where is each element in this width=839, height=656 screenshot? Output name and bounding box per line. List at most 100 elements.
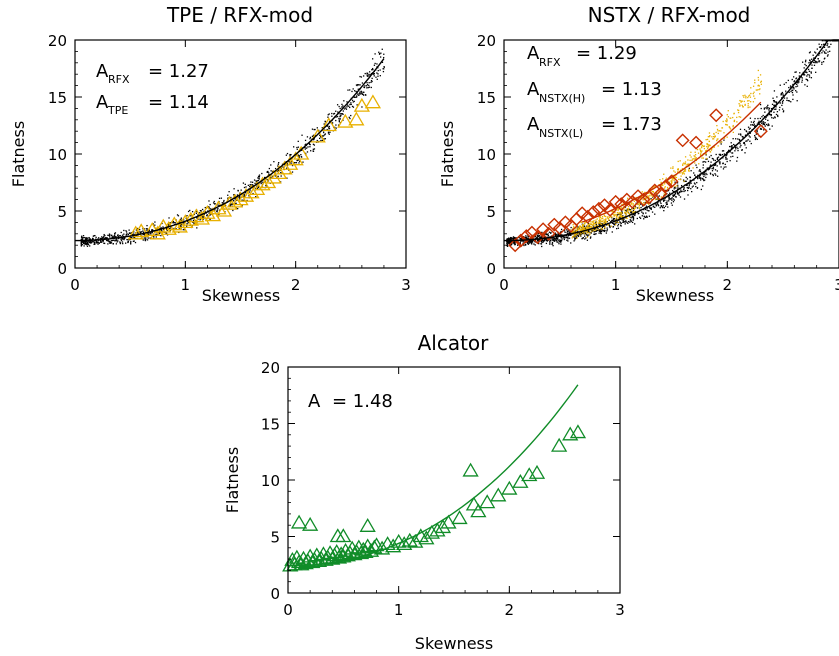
data-point: [257, 177, 259, 179]
data-point: [664, 186, 666, 188]
marks-layer: [282, 384, 587, 572]
data-point: [263, 176, 266, 179]
data-point: [314, 128, 316, 131]
data-point: [567, 238, 569, 240]
data-point: [783, 97, 786, 99]
data-point: [709, 173, 712, 175]
data-point: [598, 223, 600, 225]
data-point: [573, 240, 575, 242]
data-point: [593, 231, 595, 233]
data-point: [748, 94, 751, 96]
data-point: [677, 169, 679, 171]
data-point: [586, 236, 589, 238]
data-point: [365, 85, 368, 87]
data-point: [528, 242, 530, 244]
data-point: [284, 164, 286, 166]
data-point: [347, 89, 349, 91]
data-point: [731, 145, 733, 147]
data-point: [659, 201, 662, 203]
triangle-marker: [429, 522, 446, 537]
triangle-marker: [350, 539, 367, 554]
data-point: [750, 124, 752, 126]
data-point: [233, 194, 235, 196]
diamond-marker: [597, 198, 612, 213]
diamond-marker: [689, 135, 704, 150]
data-point: [587, 231, 589, 234]
data-point: [589, 237, 592, 239]
data-point: [129, 232, 132, 234]
data-point: [705, 154, 707, 156]
annotation-base: A: [96, 61, 109, 82]
data-point: [679, 160, 681, 162]
data-point: [752, 101, 755, 103]
data-point: [598, 216, 600, 218]
data-point: [762, 123, 764, 125]
data-point: [160, 234, 162, 237]
data-point: [624, 209, 626, 211]
data-point: [112, 239, 115, 241]
data-point: [335, 119, 337, 122]
data-point: [620, 215, 623, 218]
triangle-marker: [232, 191, 249, 206]
data-point: [714, 159, 716, 162]
data-point: [590, 226, 593, 228]
data-point: [776, 114, 779, 117]
data-point: [821, 61, 823, 64]
data-point: [527, 236, 529, 238]
data-point: [359, 91, 361, 93]
data-point: [336, 115, 339, 118]
data-point: [763, 107, 766, 109]
data-point: [585, 228, 587, 230]
data-point: [684, 190, 686, 192]
data-point: [603, 222, 606, 225]
data-point: [774, 104, 776, 106]
data-point: [207, 210, 209, 212]
data-point: [689, 183, 691, 185]
data-point: [595, 219, 597, 221]
data-point: [559, 240, 561, 242]
data-point: [600, 232, 602, 235]
data-point: [749, 136, 751, 138]
data-point: [209, 218, 211, 221]
triangle-marker: [243, 184, 260, 199]
data-point: [580, 235, 582, 237]
data-point: [598, 212, 600, 214]
data-point: [512, 236, 515, 238]
data-point: [574, 233, 576, 236]
data-point: [700, 151, 702, 153]
data-point: [597, 222, 599, 224]
data-point: [586, 225, 589, 227]
data-point: [154, 224, 156, 226]
data-point: [680, 175, 682, 177]
data-point: [572, 224, 574, 226]
data-point: [312, 139, 315, 141]
data-point: [641, 211, 643, 213]
data-point: [650, 208, 652, 211]
data-point: [676, 185, 678, 187]
data-point: [683, 188, 685, 190]
data-point: [712, 173, 714, 176]
data-point: [381, 61, 384, 64]
data-point: [638, 206, 640, 208]
data-point: [804, 84, 806, 86]
data-point: [713, 136, 716, 138]
data-point: [663, 187, 666, 189]
data-point: [101, 236, 103, 238]
data-point: [120, 238, 122, 241]
data-point: [379, 69, 381, 71]
data-point: [747, 105, 749, 107]
data-point: [702, 178, 704, 181]
data-point: [702, 167, 704, 169]
data-point: [676, 193, 679, 195]
data-point: [337, 111, 339, 113]
data-point: [697, 177, 699, 179]
data-point: [663, 193, 665, 195]
data-point: [328, 113, 330, 115]
data-point: [626, 210, 629, 212]
triangle-marker: [276, 160, 293, 175]
data-point: [581, 226, 584, 228]
data-point: [748, 131, 750, 133]
data-point: [775, 102, 778, 104]
data-point: [773, 111, 775, 113]
data-point: [672, 195, 675, 197]
